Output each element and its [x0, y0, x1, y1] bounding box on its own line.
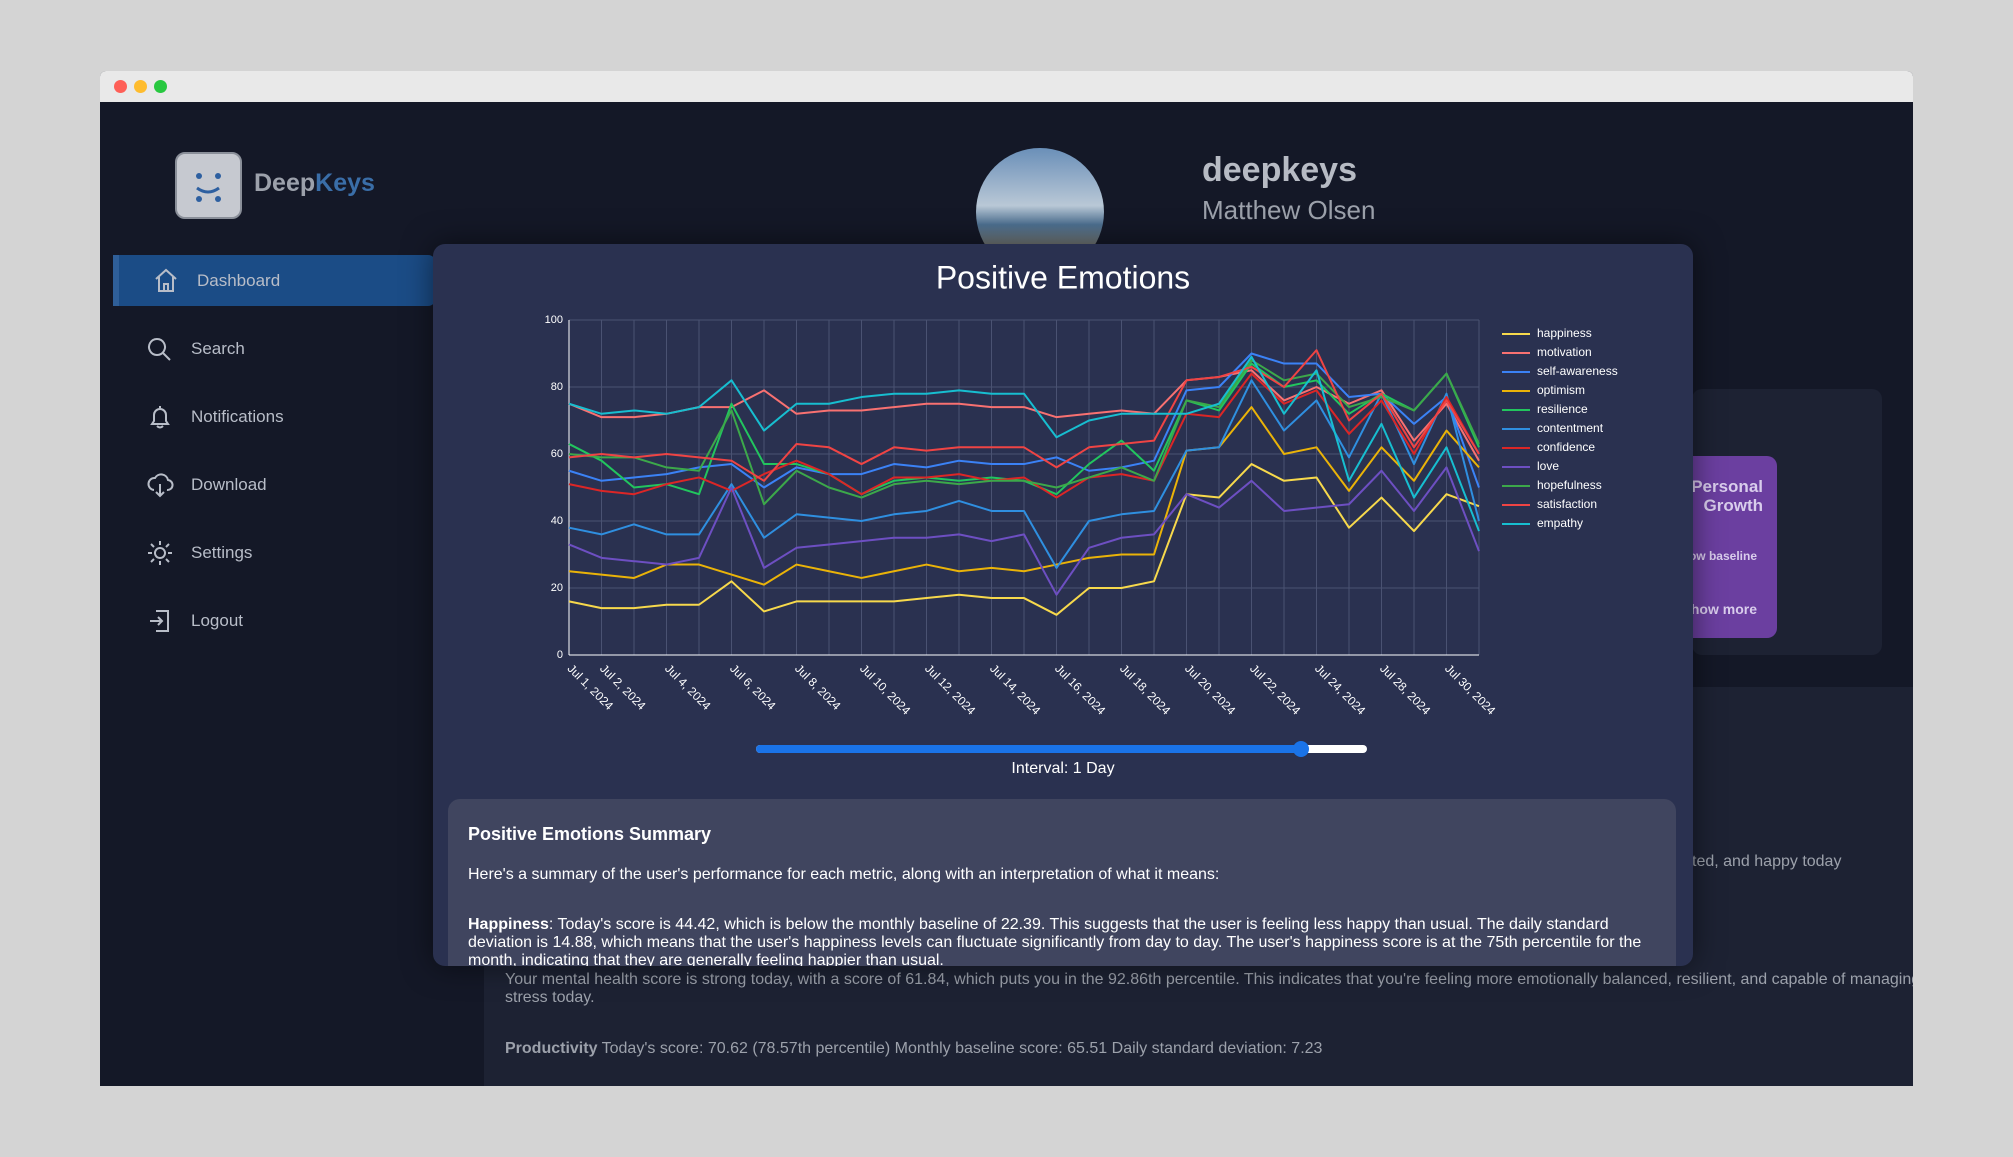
series-line [568, 349, 1480, 482]
browser-window: DeepKeys Dashboard Search Notifications Dow… [100, 71, 1913, 1086]
series-line [568, 466, 1480, 596]
x-tick-label: Jul 18, 2024 [1117, 661, 1173, 717]
legend-label: motivation [1537, 345, 1592, 359]
legend-label: hopefulness [1537, 478, 1602, 492]
card-title: Personal Growth [1691, 477, 1763, 515]
y-tick-label: 80 [551, 381, 563, 393]
y-tick-label: 60 [551, 448, 563, 460]
minimize-button[interactable] [134, 80, 147, 93]
summary-box: Positive Emotions Summary Here's a summa… [448, 799, 1676, 966]
x-tick-label: Jul 10, 2024 [857, 661, 913, 717]
productivity-line: Productivity Today's score: 70.62 (78.57… [505, 1040, 1322, 1058]
x-tick-label: Jul 6, 2024 [727, 661, 779, 713]
close-button[interactable] [114, 80, 127, 93]
legend-label: optimism [1537, 383, 1585, 397]
text-fragment: ted, and happy today [1692, 853, 1842, 870]
modal: Positive Emotions Jul 1, 2024 Jul 2, 2024… [433, 244, 1693, 966]
slider-label: Interval: 1 Day [1011, 760, 1115, 777]
legend-label: happiness [1537, 326, 1592, 340]
y-tick-label: 100 [545, 314, 563, 326]
logo-face [196, 173, 221, 202]
x-tick-label: Jul 16, 2024 [1052, 661, 1108, 717]
legend-label: satisfaction [1537, 497, 1597, 511]
legend-label: love [1537, 459, 1559, 473]
item-label: Happiness [468, 916, 549, 933]
nav-label: Download [191, 475, 267, 494]
y-tick-label: 40 [551, 515, 563, 527]
nav-icon [150, 406, 170, 429]
nav-label: Search [191, 339, 245, 358]
username: deepkeys [1202, 151, 1357, 189]
nav-item[interactable]: Settings [113, 527, 430, 578]
summary-intro: Here's a summary of the user's performan… [468, 866, 1220, 883]
nav-label: Settings [191, 543, 253, 562]
nav-label: Notifications [191, 407, 284, 426]
nav-icon [148, 541, 172, 565]
summary-item: Happiness: Today's score is 44.42, which… [468, 916, 1648, 966]
legend-label: resilience [1537, 402, 1588, 416]
brand-first: Deep [254, 169, 316, 197]
maximize-button[interactable] [154, 80, 167, 93]
chart-title: Positive Emotions [936, 259, 1190, 295]
x-tick-label: Jul 24, 2024 [1312, 661, 1368, 717]
x-tick-label: Jul 4, 2024 [662, 661, 714, 713]
nav-icon [147, 473, 174, 498]
series-line [568, 463, 1480, 616]
nav-item[interactable]: Notifications [113, 391, 430, 442]
x-tick-label: Jul 8, 2024 [792, 661, 844, 713]
x-tick-label: Jul 14, 2024 [987, 661, 1043, 717]
nav-item[interactable]: Logout [113, 595, 430, 646]
card-link[interactable]: how more [1690, 601, 1757, 617]
series-line [568, 406, 1480, 586]
nav-item[interactable]: Search [113, 323, 430, 374]
series-line [568, 355, 1480, 532]
series-line [568, 359, 1480, 506]
y-tick-label: 0 [557, 649, 563, 661]
nav-label: Logout [191, 611, 243, 630]
y-tick-label: 20 [551, 582, 563, 594]
productivity-text: Today's score: 70.62 (78.57th percentile… [601, 1040, 1323, 1057]
x-tick-label: Jul 20, 2024 [1182, 661, 1238, 717]
nav-item[interactable]: Dashboard [113, 255, 436, 306]
full-name: Matthew Olsen [1202, 195, 1376, 225]
legend-label: self-awareness [1537, 364, 1618, 378]
x-tick-label: Jul 12, 2024 [922, 661, 978, 717]
card-text: ow baseline [1688, 549, 1757, 563]
legend-label: confidence [1537, 440, 1595, 454]
logo [175, 152, 242, 219]
nav-item[interactable]: Download [113, 459, 430, 510]
summary-title: Positive Emotions Summary [468, 824, 712, 844]
brand-second: Keys [315, 169, 375, 197]
slider-track[interactable] [756, 741, 1367, 757]
nav-icon [150, 610, 169, 632]
slider-thumb[interactable] [1293, 741, 1309, 757]
series-line [568, 379, 1480, 569]
nav-label: Dashboard [197, 271, 281, 290]
slider-fill [756, 745, 1301, 753]
mental-health-text: Your mental health score is strong today… [505, 971, 1913, 1006]
x-tick-label: Jul 28, 2024 [1377, 661, 1433, 717]
legend-label: empathy [1537, 516, 1583, 530]
title-bar [100, 71, 1913, 102]
brand: DeepKeys [254, 169, 375, 198]
productivity-label: Productivity [505, 1040, 598, 1057]
nav-icon [155, 268, 177, 292]
item-text: : Today's score is 44.42, which is below… [468, 916, 1642, 966]
x-tick-label: Jul 30, 2024 [1442, 661, 1498, 717]
legend-label: contentment [1537, 421, 1604, 435]
nav-icon [148, 338, 171, 361]
x-tick-label: Jul 22, 2024 [1247, 661, 1303, 717]
